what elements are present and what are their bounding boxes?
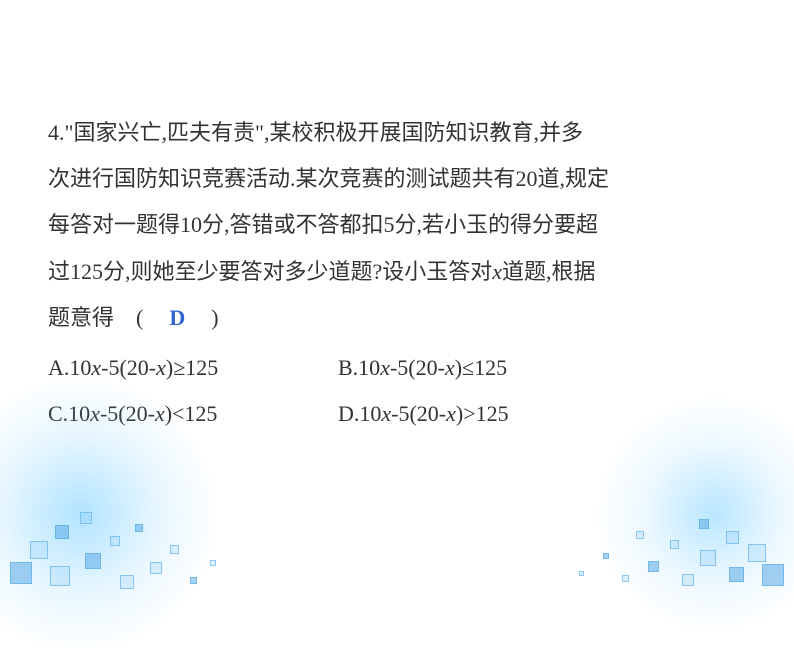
question-line3: 每答对一题得10分,答错或不答都扣5分,若小玉的得分要超	[48, 212, 598, 237]
option-a-var2: x	[156, 355, 166, 380]
option-b-var2: x	[445, 355, 455, 380]
option-d-var2: x	[446, 401, 456, 426]
option-b-mid: -5(20-	[390, 355, 445, 380]
question-content: 4."国家兴亡,匹夫有责",某校积极开展国防知识教育,并多 次进行国防知识竞赛活…	[48, 110, 746, 437]
option-a: A.10x-5(20-x)≥125	[48, 345, 338, 391]
question-line4-end: 道题,根据	[502, 259, 596, 284]
question-line5: 题意得 (	[48, 305, 165, 330]
option-c-suffix: )<125	[165, 401, 218, 426]
option-d-mid: -5(20-	[391, 401, 446, 426]
question-line5-end: )	[189, 305, 218, 330]
question-line4: 过125分,则她至少要答对多少道题?设小玉答对	[48, 259, 492, 284]
question-number: 4.	[48, 120, 65, 145]
option-b-var: x	[380, 355, 390, 380]
option-d-prefix: D.10	[338, 401, 381, 426]
option-d-suffix: )>125	[456, 401, 509, 426]
question-line2: 次进行国防知识竞赛活动.某次竞赛的测试题共有20道,规定	[48, 166, 609, 191]
answer-letter: D	[165, 305, 189, 330]
decoration-background	[0, 454, 794, 594]
option-c: C.10x-5(20-x)<125	[48, 391, 338, 437]
option-c-var2: x	[155, 401, 165, 426]
option-a-mid: -5(20-	[101, 355, 156, 380]
option-b: B.10x-5(20-x)≤125	[338, 345, 746, 391]
option-c-var: x	[90, 401, 100, 426]
question-text: 4."国家兴亡,匹夫有责",某校积极开展国防知识教育,并多 次进行国防知识竞赛活…	[48, 110, 746, 341]
option-a-suffix: )≥125	[166, 355, 218, 380]
option-a-var: x	[91, 355, 101, 380]
variable-x: x	[492, 259, 502, 284]
question-line1: "国家兴亡,匹夫有责",某校积极开展国防知识教育,并多	[65, 120, 583, 145]
options-container: A.10x-5(20-x)≥125 B.10x-5(20-x)≤125 C.10…	[48, 345, 746, 437]
option-row-2: C.10x-5(20-x)<125 D.10x-5(20-x)>125	[48, 391, 746, 437]
option-d: D.10x-5(20-x)>125	[338, 391, 746, 437]
option-d-var: x	[381, 401, 391, 426]
option-row-1: A.10x-5(20-x)≥125 B.10x-5(20-x)≤125	[48, 345, 746, 391]
option-b-prefix: B.10	[338, 355, 380, 380]
option-a-prefix: A.10	[48, 355, 91, 380]
option-c-prefix: C.10	[48, 401, 90, 426]
option-c-mid: -5(20-	[100, 401, 155, 426]
option-b-suffix: )≤125	[455, 355, 507, 380]
